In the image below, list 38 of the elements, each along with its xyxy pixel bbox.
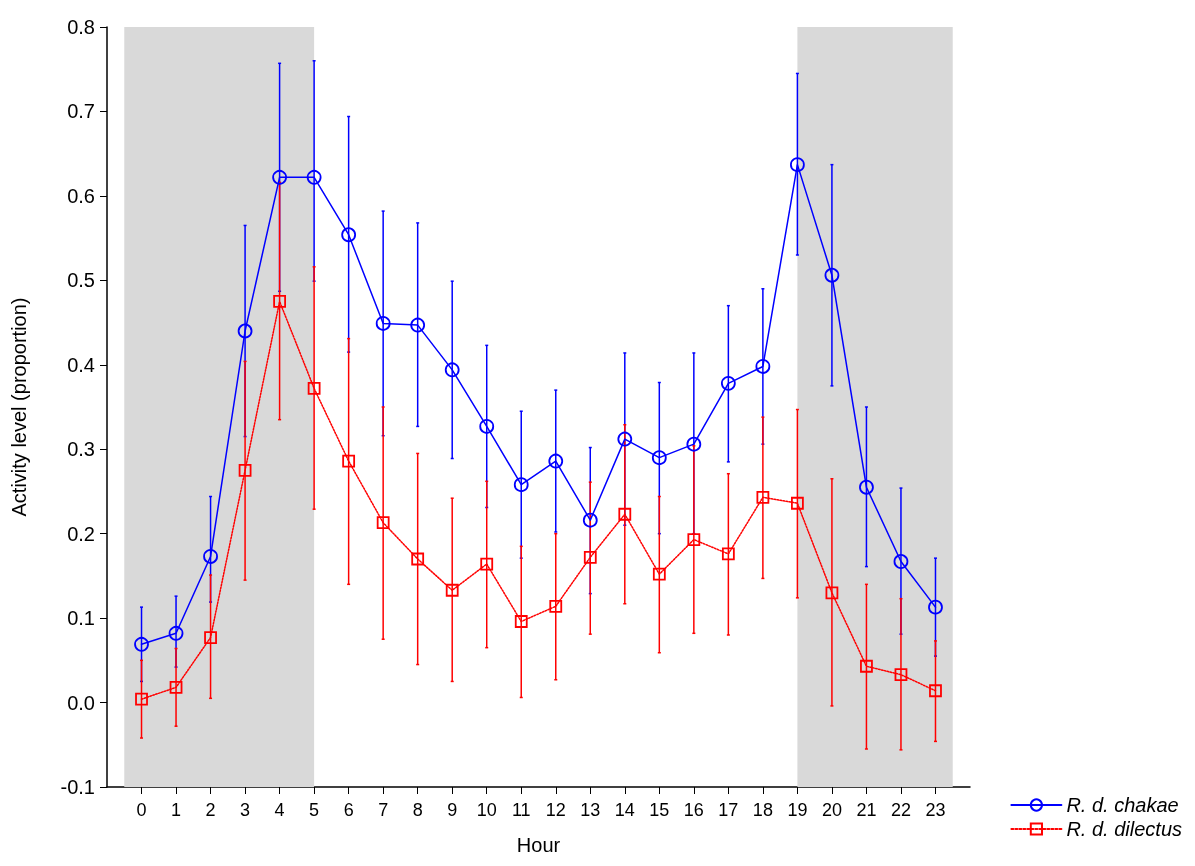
x-tick-label: 1: [171, 800, 182, 820]
x-tick-label: 18: [752, 800, 773, 820]
x-tick-label: 7: [378, 800, 389, 820]
x-tick-label: 0: [136, 800, 147, 820]
x-tick-label: 14: [614, 800, 635, 820]
x-tick-label: 16: [683, 800, 704, 820]
x-tick-label: 8: [412, 800, 423, 820]
y-tick-label: 0.4: [67, 353, 95, 376]
x-tick-label: 3: [240, 800, 251, 820]
y-axis-title: Activity level (proportion): [8, 297, 30, 517]
x-tick-label: 5: [309, 800, 320, 820]
legend-label: R. d. chakae: [1066, 794, 1179, 816]
x-tick-label: 22: [890, 800, 911, 820]
x-tick-label: 15: [649, 800, 670, 820]
y-tick-label: 0.0: [67, 691, 95, 714]
y-tick-label: 0.3: [67, 438, 95, 461]
x-tick-label: 4: [274, 800, 285, 820]
x-tick-label: 11: [511, 800, 531, 820]
y-tick-label: -0.1: [60, 776, 95, 798]
x-tick-label: 2: [205, 800, 216, 820]
x-tick-label: 20: [821, 800, 842, 820]
x-tick-label: 6: [343, 800, 354, 820]
y-tick-label: 0.5: [67, 269, 95, 292]
x-tick-label: 17: [718, 800, 739, 820]
x-tick-label: 9: [447, 800, 458, 820]
x-tick-label: 19: [787, 800, 808, 820]
y-tick-label: 0.7: [67, 100, 95, 123]
x-axis-title: Hour: [516, 834, 561, 856]
y-tick-label: 0.2: [67, 522, 95, 545]
x-tick-label: 13: [580, 800, 601, 820]
legend-label: R. d. dilectus: [1066, 818, 1182, 840]
y-tick-label: 0.1: [67, 607, 95, 630]
x-tick-label: 21: [856, 800, 877, 820]
x-tick-label: 12: [545, 800, 566, 820]
y-tick-label: 0.6: [67, 184, 95, 207]
x-tick-label: 10: [476, 800, 497, 820]
y-tick-label: 0.8: [67, 16, 95, 38]
x-tick-label: 23: [925, 800, 946, 820]
